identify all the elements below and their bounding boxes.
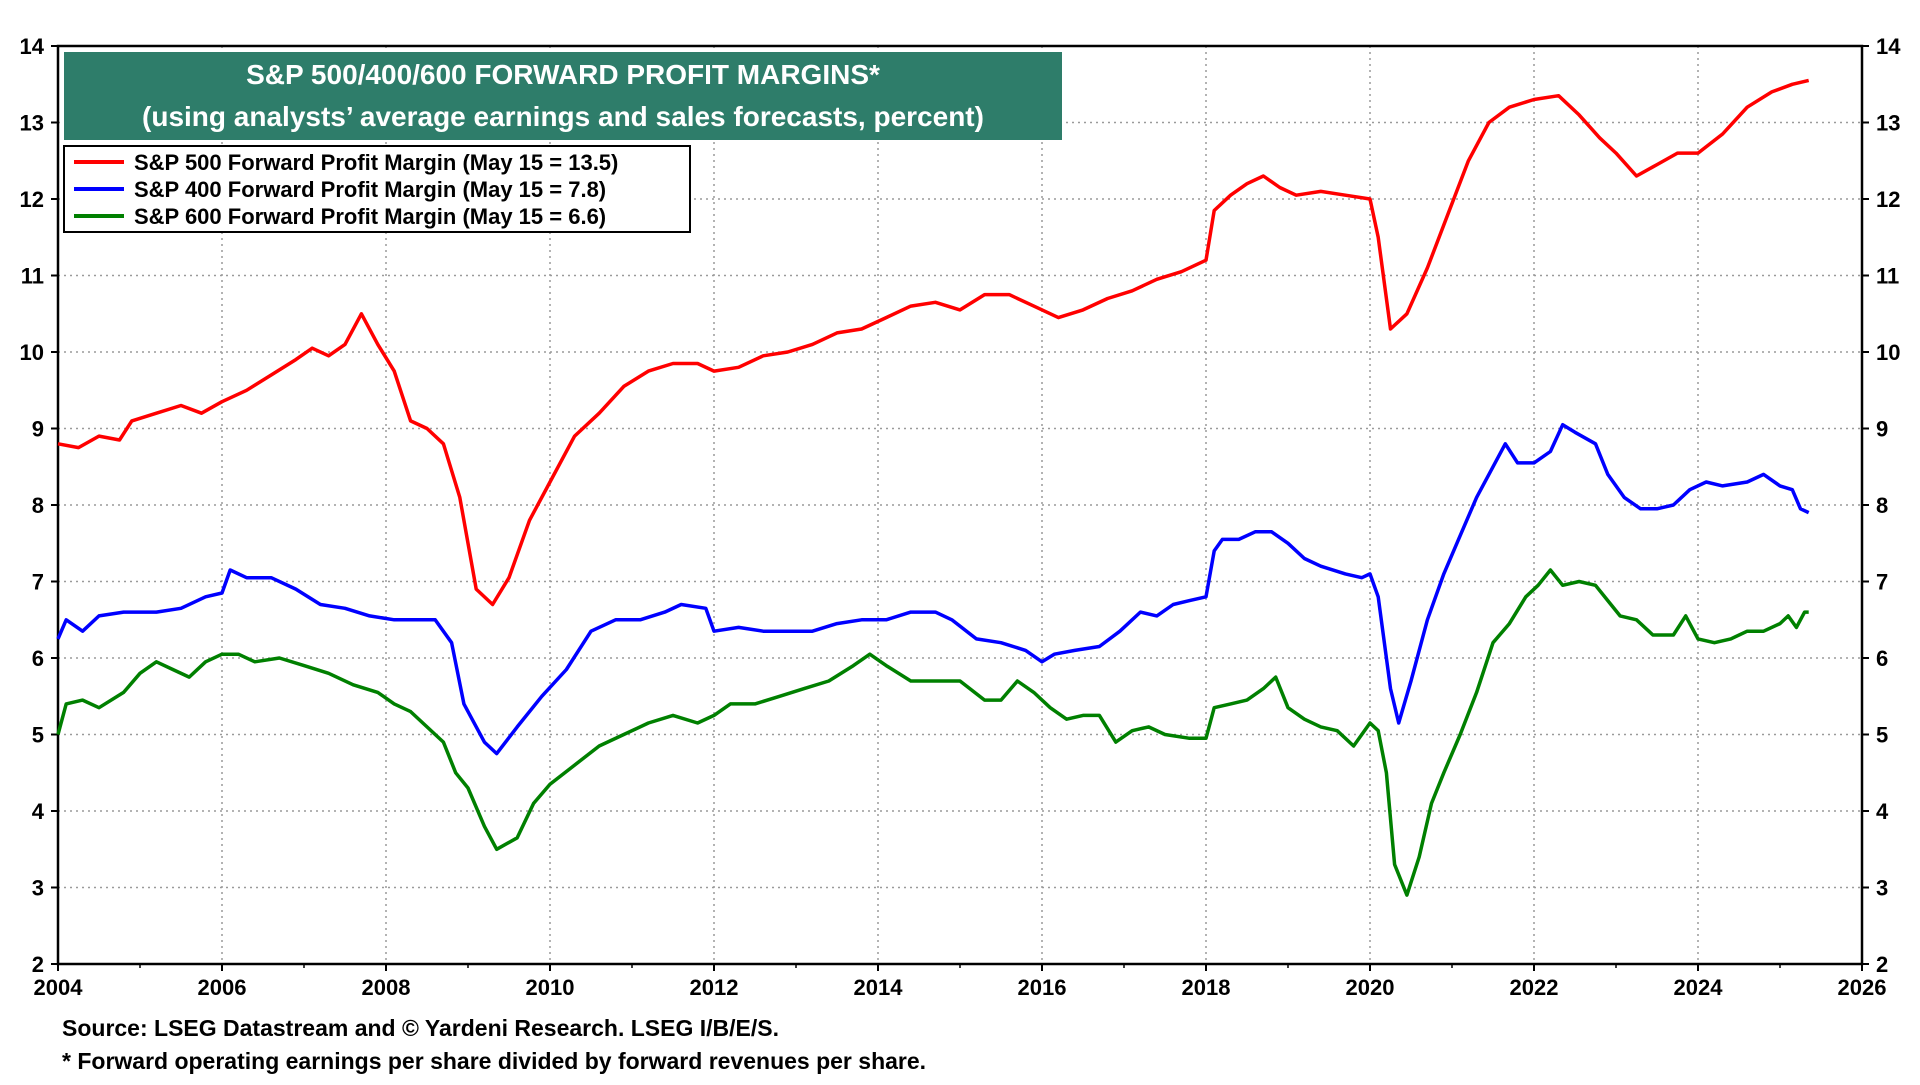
definition-note: * Forward operating earnings per share d… bbox=[62, 1048, 927, 1074]
y-tick-label-right: 10 bbox=[1876, 340, 1900, 365]
y-tick-label-left: 12 bbox=[20, 187, 44, 212]
y-tick-label-left: 4 bbox=[32, 799, 45, 824]
series-layer bbox=[56, 78, 1810, 897]
y-tick-label-right: 13 bbox=[1876, 111, 1900, 136]
y-tick-label-left: 10 bbox=[20, 340, 44, 365]
y-tick-label-left: 2 bbox=[32, 952, 44, 977]
legend-label-0: S&P 500 Forward Profit Margin (May 15 = … bbox=[134, 150, 618, 175]
legend-label-2: S&P 600 Forward Profit Margin (May 15 = … bbox=[134, 204, 606, 229]
y-tick-label-left: 7 bbox=[32, 570, 44, 595]
x-tick-label: 2022 bbox=[1510, 975, 1559, 1000]
x-tick-label: 2026 bbox=[1838, 975, 1887, 1000]
x-tick-label: 2018 bbox=[1182, 975, 1231, 1000]
y-tick-label-right: 2 bbox=[1876, 952, 1888, 977]
x-tick-label: 2014 bbox=[854, 975, 904, 1000]
y-tick-label-left: 6 bbox=[32, 646, 44, 671]
y-tick-label-right: 3 bbox=[1876, 876, 1888, 901]
source-note: Source: LSEG Datastream and © Yardeni Re… bbox=[62, 1015, 779, 1041]
y-tick-label-right: 11 bbox=[1876, 264, 1899, 289]
y-tick-label-right: 9 bbox=[1876, 417, 1888, 442]
legend-label-1: S&P 400 Forward Profit Margin (May 15 = … bbox=[134, 177, 606, 202]
x-tick-label: 2006 bbox=[198, 975, 247, 1000]
y-tick-label-left: 14 bbox=[20, 34, 45, 59]
x-tick-label: 2010 bbox=[526, 975, 575, 1000]
y-tick-label-left: 9 bbox=[32, 417, 44, 442]
x-tick-label: 2020 bbox=[1346, 975, 1395, 1000]
x-tick-label: 2016 bbox=[1018, 975, 1067, 1000]
title-box: S&P 500/400/600 FORWARD PROFIT MARGINS* … bbox=[64, 52, 1062, 140]
y-tick-label-left: 5 bbox=[32, 723, 44, 748]
y-tick-label-left: 11 bbox=[21, 264, 44, 289]
y-tick-label-left: 13 bbox=[20, 111, 44, 136]
axis-layer: 2 2 3 3 4 4 5 5 6 6 7 7 8 8 9 9 10 10 11 11 12 12 13 13 14 14 2004… bbox=[20, 34, 1902, 1000]
chart-title: S&P 500/400/600 FORWARD PROFIT MARGINS* bbox=[246, 59, 880, 90]
series-line-1 bbox=[56, 422, 1810, 756]
y-tick-label-right: 6 bbox=[1876, 646, 1888, 671]
x-tick-label: 2012 bbox=[690, 975, 739, 1000]
y-tick-label-left: 3 bbox=[32, 876, 44, 901]
y-tick-label-right: 5 bbox=[1876, 723, 1888, 748]
x-tick-label: 2008 bbox=[362, 975, 411, 1000]
series-line-0 bbox=[57, 78, 1810, 607]
x-tick-label: 2004 bbox=[34, 975, 84, 1000]
y-tick-label-right: 4 bbox=[1876, 799, 1889, 824]
y-tick-label-left: 8 bbox=[32, 493, 44, 518]
y-tick-label-right: 14 bbox=[1876, 34, 1901, 59]
series-line-2 bbox=[56, 568, 1809, 897]
y-tick-label-right: 7 bbox=[1876, 570, 1888, 595]
chart-subtitle: (using analysts’ average earnings and sa… bbox=[142, 101, 984, 132]
x-tick-label: 2024 bbox=[1674, 975, 1724, 1000]
y-tick-label-right: 8 bbox=[1876, 493, 1888, 518]
y-tick-label-right: 12 bbox=[1876, 187, 1900, 212]
legend: S&P 500 Forward Profit Margin (May 15 = … bbox=[63, 145, 691, 233]
